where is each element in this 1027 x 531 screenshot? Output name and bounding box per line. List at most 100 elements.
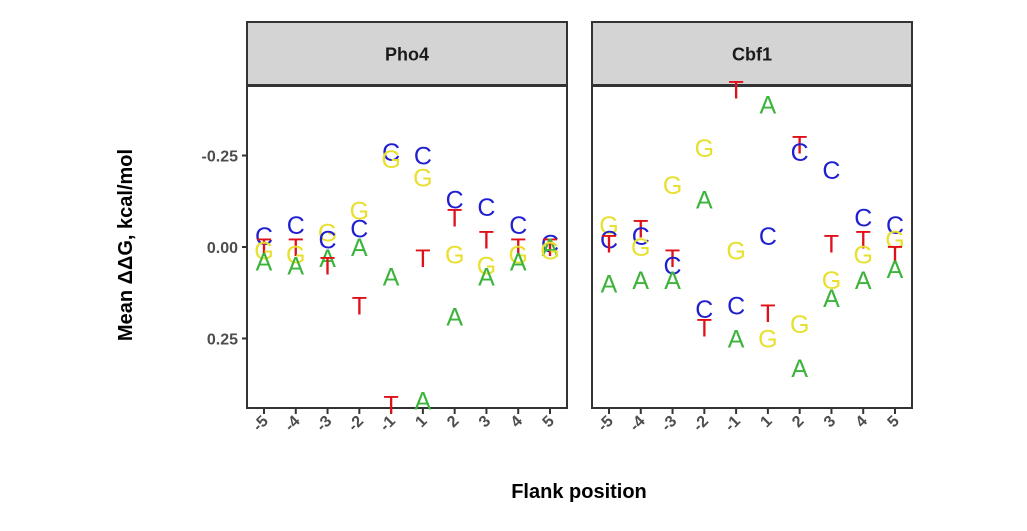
panel-pho4: Pho4-5 -4 -3 -2 -1 1 2 3 4 5CTGACTGAGCATGCATCGATC… — [246, 21, 568, 435]
base-t-point: T — [415, 245, 430, 273]
base-g-point: G — [790, 311, 809, 339]
base-a-point: A — [256, 249, 273, 277]
base-t-point: T — [633, 216, 648, 244]
base-t-point: T — [887, 241, 902, 269]
base-t-point: T — [479, 227, 494, 255]
base-t-point: T — [760, 300, 775, 328]
base-a-point: A — [510, 249, 527, 277]
base-g-point: G — [286, 241, 305, 269]
x-tick-label: -2 — [690, 413, 712, 435]
base-a-point: A — [351, 234, 368, 262]
base-a-point: A — [823, 285, 840, 313]
base-c-point: C — [886, 212, 904, 240]
base-a-point: A — [696, 186, 713, 214]
base-a-point: A — [542, 234, 559, 262]
base-t-point: T — [256, 234, 271, 262]
base-t-point: T — [665, 245, 680, 273]
base-a-point: A — [319, 245, 336, 273]
facet-panels: Pho4-5 -4 -3 -2 -1 1 2 3 4 5CTGACTGAGCATGCATCGATC… — [246, 21, 913, 435]
x-tick-label: -1 — [722, 413, 744, 435]
base-g-point: G — [853, 241, 872, 269]
base-a-point: A — [887, 256, 904, 284]
base-a-point: A — [791, 355, 808, 383]
y-axis-title: Mean ΔΔG, kcal/mol — [115, 149, 137, 341]
base-c-point: C — [255, 223, 273, 251]
panel-cbf1: Cbf1-5 -4 -3 -2 -1 1 2 3 4 5GCTATCGAGTCAGACTTGCAA… — [591, 21, 913, 435]
base-c-point: C — [446, 186, 464, 214]
base-g-point: G — [758, 325, 777, 353]
base-c-point: C — [695, 296, 713, 324]
base-a-point: A — [287, 252, 304, 280]
x-tick-label: -3 — [313, 413, 335, 435]
base-g-point: G — [540, 238, 559, 266]
facet-strip — [591, 21, 913, 86]
base-g-point: G — [599, 212, 618, 240]
base-a-point: A — [383, 263, 400, 291]
base-t-point: T — [352, 293, 367, 321]
base-c-point: C — [541, 230, 559, 258]
base-c-point: C — [759, 223, 777, 251]
x-tick-label: -4 — [282, 413, 304, 435]
base-c-point: C — [600, 227, 618, 255]
base-c-point: C — [350, 216, 368, 244]
base-t-point: T — [792, 132, 807, 160]
base-t-point: T — [288, 234, 303, 262]
base-g-point: G — [726, 238, 745, 266]
base-g-point: G — [413, 164, 432, 192]
panel-frame — [591, 85, 913, 409]
x-tick-label: 2 — [789, 413, 807, 431]
base-a-point: A — [728, 325, 745, 353]
base-c-point: C — [822, 157, 840, 185]
y-axis: -0.25 0.00 0.25 — [202, 149, 247, 348]
base-t-point: T — [542, 234, 557, 262]
base-c-point: C — [509, 212, 527, 240]
x-tick-label: 4 — [508, 413, 526, 431]
base-a-point: A — [855, 267, 872, 295]
base-c-point: C — [854, 205, 872, 233]
base-a-point: A — [760, 91, 777, 119]
x-axis-title: Flank position — [511, 481, 647, 503]
x-tick-label: -5 — [595, 413, 617, 435]
base-c-point: C — [319, 227, 337, 255]
base-c-point: C — [791, 139, 809, 167]
base-g-point: G — [822, 267, 841, 295]
base-g-point: G — [477, 252, 496, 280]
x-tick-label: 1 — [757, 413, 775, 431]
base-t-point: T — [697, 315, 712, 343]
base-t-point: T — [601, 230, 616, 258]
x-tick-label: 2 — [444, 413, 462, 431]
base-c-point: C — [414, 143, 432, 171]
base-g-point: G — [631, 234, 650, 262]
base-a-point: A — [446, 304, 463, 332]
facet-strip-label: Cbf1 — [732, 45, 772, 65]
base-g-point: G — [350, 197, 369, 225]
x-tick-label: -3 — [658, 413, 680, 435]
facet-strip — [246, 21, 568, 86]
base-a-point: A — [632, 267, 649, 295]
base-c-point: C — [632, 223, 650, 251]
x-tick-label: -4 — [627, 413, 649, 435]
y-tick-label: 0.25 — [207, 331, 238, 348]
y-tick-label: 0.00 — [207, 240, 238, 257]
base-a-point: A — [664, 267, 681, 295]
x-tick-label: 4 — [853, 413, 871, 431]
base-g-point: G — [445, 241, 464, 269]
base-c-point: C — [664, 252, 682, 280]
x-tick-label: 5 — [540, 413, 558, 431]
x-tick-label: -5 — [250, 413, 272, 435]
base-c-point: C — [727, 293, 745, 321]
base-g-point: G — [663, 172, 682, 200]
base-g-point: G — [695, 135, 714, 163]
base-t-point: T — [383, 391, 398, 419]
y-tick-label: -0.25 — [202, 149, 239, 166]
base-g-point: G — [381, 146, 400, 174]
base-g-point: G — [318, 219, 337, 247]
base-t-point: T — [447, 205, 462, 233]
base-g-point: G — [254, 238, 273, 266]
base-a-point: A — [415, 388, 432, 416]
base-t-point: T — [511, 234, 526, 262]
base-g-point: G — [885, 227, 904, 255]
base-t-point: T — [728, 77, 743, 105]
base-t-point: T — [320, 252, 335, 280]
